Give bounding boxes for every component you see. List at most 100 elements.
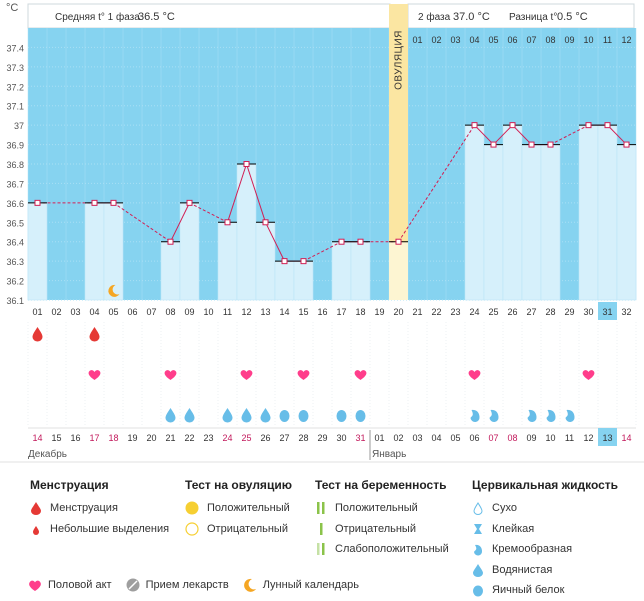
legend-bottom-row: Половой акт Прием лекарств Лунный календ…	[28, 578, 359, 592]
temperature-segment	[265, 222, 285, 262]
calendar-day-label: 29	[317, 433, 327, 443]
cycle-day-label: 25	[488, 307, 498, 317]
calendar-day-label: 10	[545, 433, 555, 443]
calendar-day-label: 19	[127, 433, 137, 443]
month-label: Январь	[372, 449, 406, 460]
legend-label: Положительный	[335, 502, 418, 515]
phase2-day-label: 06	[507, 35, 517, 45]
phase2-value: 37.0 °C	[453, 11, 490, 23]
ovulation-label: ОВУЛЯЦИЯ	[394, 30, 405, 90]
legend-item: Слабоположительный	[315, 539, 449, 560]
cycle-day-label: 06	[127, 307, 137, 317]
temperature-segment	[303, 241, 342, 262]
cycle-day-label: 12	[241, 307, 251, 317]
calendar-day-label: 20	[146, 433, 156, 443]
moon-icon	[108, 284, 120, 297]
temperature-segment	[550, 124, 589, 146]
calendar-day-label: 16	[70, 433, 80, 443]
temperature-segment	[170, 202, 190, 242]
calendar-day-label: 23	[203, 433, 213, 443]
cycle-day-label: 20	[393, 307, 403, 317]
legend-label: Отрицательный	[335, 522, 416, 535]
positive-circle-icon	[185, 501, 199, 515]
cycle-day-label: 23	[450, 307, 460, 317]
calendar-day-label: 01	[374, 433, 384, 443]
phase2-day-label: 02	[431, 35, 441, 45]
legend-label: Сухо	[492, 502, 517, 515]
cycle-day-label: 13	[260, 307, 270, 317]
legend-label: Слабоположительный	[335, 543, 449, 556]
temperature-point	[281, 258, 288, 265]
phase2-day-label: 12	[621, 35, 631, 45]
temperature-bar	[331, 241, 352, 301]
legend-item: Положительный	[315, 498, 449, 519]
small-drop-icon	[33, 525, 39, 535]
temperature-point	[623, 141, 630, 148]
calendar-day-label: 27	[279, 433, 289, 443]
cycle-day-label: 32	[621, 307, 631, 317]
temperature-point	[167, 238, 174, 245]
legend-title: Цервикальная жидкость	[472, 478, 619, 492]
phase2-day-label: 10	[583, 35, 593, 45]
temperature-point	[186, 199, 193, 206]
phase2-day-label: 08	[545, 35, 555, 45]
y-tick-label: 37.1	[6, 102, 24, 112]
cycle-day-label: 16	[317, 307, 327, 317]
temperature-bar	[540, 144, 561, 301]
faint-lines-icon	[317, 543, 325, 556]
heart-icon	[582, 370, 595, 380]
calendar-day-label: 02	[393, 433, 403, 443]
legend-item: Клейкая	[472, 519, 618, 540]
phase2-day-label: 11	[603, 35, 612, 45]
moon-icon	[243, 578, 256, 592]
temperature-point	[509, 122, 516, 129]
legend-label: Положительный	[207, 502, 290, 515]
cycle-day-label: 11	[223, 307, 232, 317]
two-lines-icon	[317, 502, 325, 515]
one-line-icon	[320, 522, 323, 535]
drop-icon	[31, 502, 41, 516]
cycle-day-label: 21	[412, 307, 422, 317]
calendar-day-label: 13	[602, 433, 612, 443]
y-tick-label: 37.4	[6, 43, 24, 53]
temperature-point	[262, 219, 269, 226]
legend-pregnancy-test: Тест на беременность Положительный Отриц…	[315, 478, 449, 560]
legend-title: Тест на беременность	[315, 478, 447, 492]
cycle-day-label: 01	[32, 307, 42, 317]
temperature-segment	[189, 202, 228, 223]
cycle-day-label: 04	[89, 307, 99, 317]
sticky-icon	[474, 523, 482, 534]
cycle-day-label: 17	[336, 307, 346, 317]
y-tick-label: 36.9	[6, 141, 24, 151]
temperature-point	[300, 258, 307, 265]
cycle-day-label: 09	[184, 307, 194, 317]
temperature-point	[471, 122, 478, 129]
heart-icon	[29, 580, 41, 591]
calendar-day-label: 21	[165, 433, 175, 443]
phase2-label: 2 фаза	[418, 11, 451, 23]
legend-menstruation: Менструация Менструация Небольшие выделе…	[30, 478, 169, 539]
phase1-label: Средняя t° 1 фаза	[55, 11, 140, 23]
temperature-segment	[607, 124, 627, 145]
calendar-day-label: 25	[241, 433, 251, 443]
temperature-bar	[464, 124, 485, 301]
bbt-chart: °C Средняя t° 1 фаза 36.5 °C 2 фаза 37.0…	[0, 2, 644, 463]
phase2-day-label: 04	[469, 35, 479, 45]
legend-item: Яичный белок	[472, 580, 618, 601]
egg-white-icon	[355, 410, 366, 422]
watery-drop-icon	[184, 408, 195, 423]
heart-icon	[354, 370, 367, 380]
temperature-point	[338, 238, 345, 245]
cycle-day-label: 26	[507, 307, 517, 317]
calendar-day-label: 05	[450, 433, 460, 443]
watery-drop-icon	[222, 408, 233, 423]
temperature-bar	[350, 241, 371, 301]
temperature-bar	[255, 222, 276, 301]
y-tick-label: 36.3	[6, 257, 24, 267]
temperature-bar	[616, 144, 637, 301]
temperature-bar	[160, 241, 181, 301]
legend-label: Водянистая	[492, 563, 553, 576]
legend-item: Положительный	[185, 498, 292, 519]
y-tick-label: 36.7	[6, 179, 24, 189]
creamy-icon	[546, 409, 556, 423]
